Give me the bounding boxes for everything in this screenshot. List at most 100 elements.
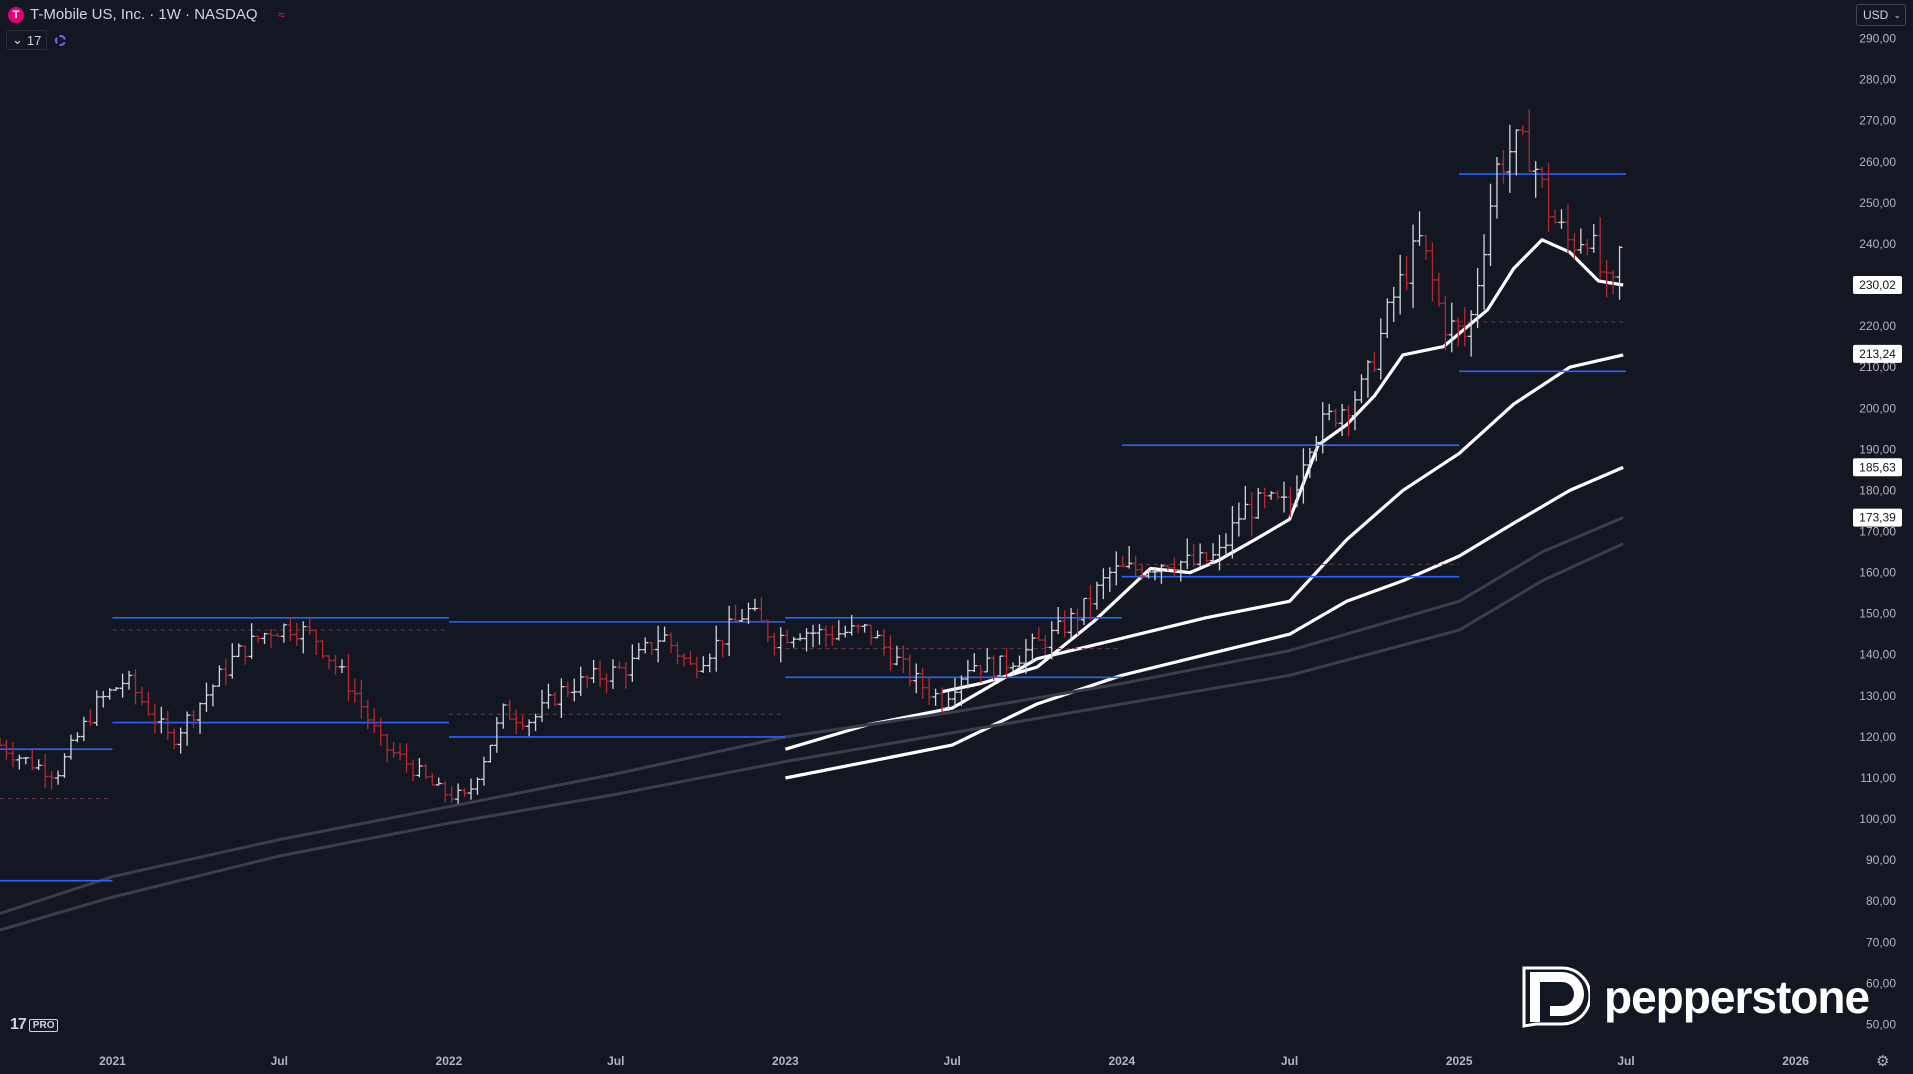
ohlc-bar[interactable]: [1584, 239, 1591, 256]
ohlc-bar[interactable]: [1319, 402, 1326, 454]
ohlc-bar[interactable]: [1048, 621, 1055, 660]
ohlc-bar[interactable]: [1106, 567, 1113, 592]
ohlc-bar[interactable]: [235, 643, 242, 658]
ohlc-bar[interactable]: [80, 716, 87, 742]
ohlc-bar[interactable]: [3, 739, 10, 760]
ohlc-bar[interactable]: [171, 728, 178, 750]
ohlc-bar[interactable]: [1416, 211, 1423, 246]
ohlc-bar[interactable]: [519, 715, 526, 731]
ohlc-bar[interactable]: [771, 632, 778, 656]
ohlc-bar[interactable]: [739, 608, 746, 622]
ohlc-bar[interactable]: [397, 743, 404, 761]
ohlc-bar[interactable]: [726, 605, 733, 656]
ohlc-bar[interactable]: [1422, 235, 1429, 260]
ohlc-bar[interactable]: [1532, 161, 1539, 198]
indicators-toggle-button[interactable]: ⌄ 17: [6, 30, 48, 50]
ohlc-bar[interactable]: [261, 632, 268, 645]
ohlc-bar[interactable]: [377, 717, 384, 746]
ohlc-bar[interactable]: [145, 691, 152, 716]
ohlc-bar[interactable]: [790, 636, 797, 648]
ohlc-bar[interactable]: [1255, 487, 1262, 519]
ohlc-bar[interactable]: [338, 659, 345, 674]
ohlc-bar[interactable]: [300, 621, 307, 654]
ohlc-bar[interactable]: [100, 690, 107, 708]
ohlc-bar[interactable]: [906, 654, 913, 687]
ohlc-bar[interactable]: [939, 687, 946, 713]
time-axis[interactable]: 2021 Jul 2022 Jul 2023 Jul 2024 Jul 2025 Jul 2026: [99, 1054, 1809, 1068]
ohlc-bar[interactable]: [1203, 551, 1210, 563]
ohlc-bar[interactable]: [474, 777, 481, 795]
ohlc-bar[interactable]: [616, 661, 623, 669]
ohlc-bar[interactable]: [190, 710, 197, 728]
ohlc-bar[interactable]: [48, 771, 55, 790]
ohlc-bar[interactable]: [655, 625, 662, 663]
ohlc-bar[interactable]: [480, 756, 487, 786]
ohlc-bar[interactable]: [1022, 639, 1029, 674]
ohlc-bar[interactable]: [1390, 286, 1397, 323]
ohlc-bar[interactable]: [861, 623, 868, 633]
ohlc-bar[interactable]: [745, 602, 752, 624]
ohlc-bar[interactable]: [984, 648, 991, 673]
ohlc-bar[interactable]: [293, 622, 300, 646]
ohlc-bar[interactable]: [0, 737, 3, 747]
ohlc-bar[interactable]: [855, 624, 862, 634]
ohlc-bar[interactable]: [177, 727, 184, 754]
ohlc-bar[interactable]: [1332, 408, 1339, 428]
ohlc-bar[interactable]: [1113, 551, 1120, 586]
ohlc-bar[interactable]: [87, 708, 94, 727]
ohlc-bar[interactable]: [1003, 647, 1010, 677]
ohlc-bar[interactable]: [280, 623, 287, 643]
ohlc-bar[interactable]: [1216, 534, 1223, 571]
ohlc-bar[interactable]: [577, 666, 584, 696]
ohlc-bar[interactable]: [119, 673, 126, 698]
symbol-title[interactable]: T-Mobile US, Inc. · 1W · NASDAQ: [30, 6, 258, 23]
ohlc-bar[interactable]: [1577, 228, 1584, 254]
ohlc-bar[interactable]: [500, 703, 507, 729]
ohlc-bar[interactable]: [442, 781, 449, 803]
ohlc-bar[interactable]: [597, 660, 604, 688]
ohlc-bar[interactable]: [1093, 581, 1100, 610]
ohlc-bar[interactable]: [1164, 564, 1171, 571]
ohlc-bar[interactable]: [216, 665, 223, 687]
wave-icon[interactable]: ≈: [277, 7, 285, 22]
ohlc-bar[interactable]: [732, 604, 739, 622]
ohlc-bar[interactable]: [584, 675, 591, 689]
ohlc-bar[interactable]: [1468, 310, 1475, 357]
ohlc-bar[interactable]: [435, 777, 442, 786]
ohlc-bar[interactable]: [1126, 545, 1133, 569]
ohlc-bar[interactable]: [648, 641, 655, 655]
ohlc-bar[interactable]: [1235, 502, 1242, 537]
ohlc-bar[interactable]: [1435, 272, 1442, 308]
ohlc-bar[interactable]: [61, 753, 68, 778]
ohlc-bar[interactable]: [16, 754, 23, 770]
ohlc-bar[interactable]: [764, 619, 771, 643]
ohlc-bar[interactable]: [913, 663, 920, 694]
ohlc-bar[interactable]: [997, 655, 1004, 677]
ohlc-bar[interactable]: [1035, 627, 1042, 641]
ohlc-bar[interactable]: [306, 616, 313, 635]
ohlc-bar[interactable]: [351, 678, 358, 704]
ohlc-bar[interactable]: [977, 665, 984, 683]
ohlc-bar[interactable]: [222, 658, 229, 686]
ohlc-bar[interactable]: [1371, 352, 1378, 373]
ohlc-bar[interactable]: [1177, 560, 1184, 582]
ohlc-bar[interactable]: [919, 668, 926, 700]
ohlc-bar[interactable]: [706, 653, 713, 673]
ohlc-bar[interactable]: [784, 629, 791, 644]
ohlc-bar[interactable]: [1261, 487, 1268, 509]
ohlc-bar[interactable]: [1603, 260, 1610, 298]
ohlc-bar[interactable]: [1274, 490, 1281, 500]
ohlc-bar[interactable]: [1500, 150, 1507, 184]
ohlc-bar[interactable]: [1493, 156, 1500, 219]
ohlc-bar[interactable]: [1119, 555, 1126, 568]
ohlc-bar[interactable]: [680, 652, 687, 668]
ohlc-bar[interactable]: [1029, 633, 1036, 664]
ohlc-bar[interactable]: [1268, 491, 1275, 500]
ohlc-bar[interactable]: [668, 632, 675, 654]
ohlc-bar[interactable]: [332, 654, 339, 675]
ohlc-bar[interactable]: [358, 680, 365, 719]
settings-gear-icon[interactable]: ⚙: [1876, 1053, 1890, 1070]
ohlc-bar[interactable]: [958, 675, 965, 707]
ohlc-bar[interactable]: [835, 620, 842, 641]
